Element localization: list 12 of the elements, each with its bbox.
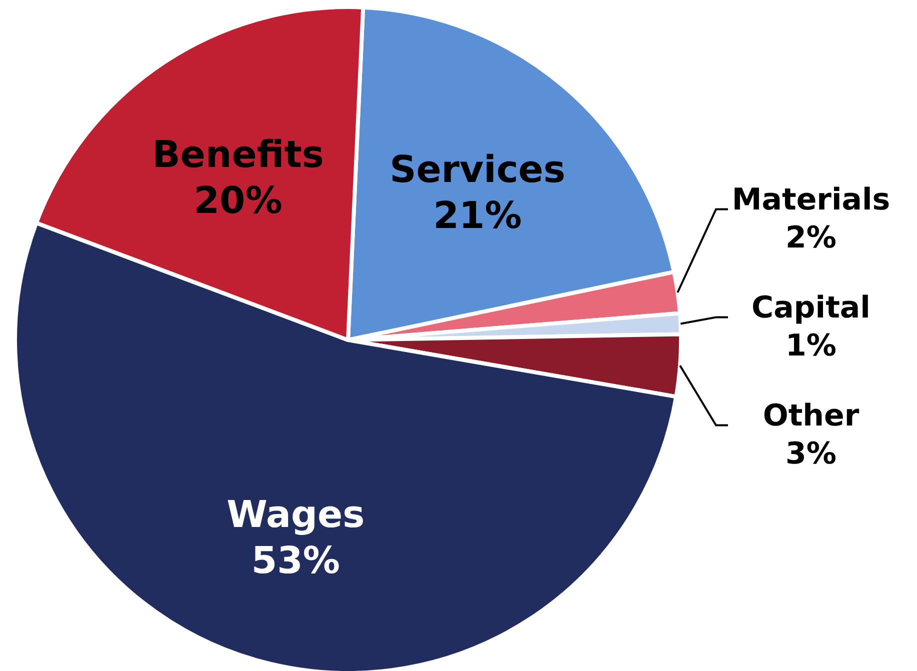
slice-label: Capital [752, 290, 870, 326]
data-label: 3% [786, 436, 836, 472]
slice-label: Wages [226, 492, 365, 536]
data-label: 20% [194, 179, 282, 222]
slice-label: Materials [732, 182, 890, 218]
data-label: 21% [433, 194, 522, 237]
slice-label: Benefits [152, 133, 324, 176]
data-label: 53% [251, 538, 340, 582]
data-label: 1% [786, 328, 836, 364]
slice-label: Services [390, 148, 566, 191]
data-label: 2% [786, 220, 836, 256]
slice-label: Other [762, 398, 860, 434]
